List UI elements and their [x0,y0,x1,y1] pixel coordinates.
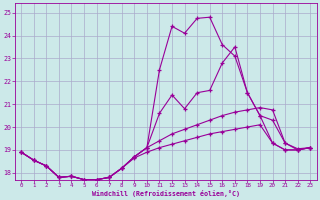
X-axis label: Windchill (Refroidissement éolien,°C): Windchill (Refroidissement éolien,°C) [92,190,240,197]
